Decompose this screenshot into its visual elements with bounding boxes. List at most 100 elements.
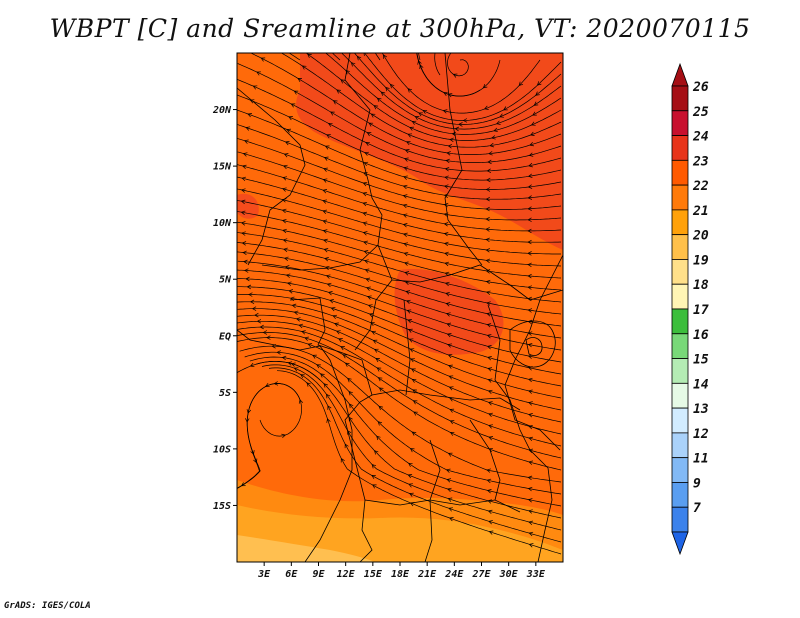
- colorbar-label: 26: [692, 80, 709, 95]
- border-line: [349, 439, 373, 562]
- streamline-arrow: [322, 209, 327, 214]
- streamline-arrow: [241, 231, 246, 236]
- colorbar-label: 12: [693, 427, 709, 442]
- streamline-arrow: [371, 475, 376, 479]
- streamline-arrow: [322, 178, 328, 183]
- streamline: [237, 138, 562, 210]
- lake-outline: [525, 337, 543, 356]
- streamline-arrow: [376, 97, 382, 103]
- streamline-arrow: [338, 338, 343, 343]
- streamline-arrow: [306, 382, 311, 387]
- lon-tick-label: 18E: [391, 569, 410, 580]
- streamline-arrow: [527, 308, 533, 313]
- streamline-arrow: [291, 303, 297, 309]
- streamline-arrow: [528, 509, 533, 514]
- streamline-arrow: [409, 348, 415, 353]
- streamline-arrow: [443, 241, 449, 247]
- streamline-arrow: [406, 299, 411, 305]
- lat-tick-label: 10N: [213, 218, 232, 229]
- streamline-arrow: [282, 164, 288, 170]
- streamline-arrow: [316, 364, 321, 369]
- streamline-arrow: [528, 424, 533, 430]
- streamline: [237, 314, 562, 423]
- colorbar-swatch: [671, 407, 689, 434]
- border-line: [391, 264, 563, 301]
- streamline-arrow: [489, 142, 495, 148]
- streamline-arrow: [486, 345, 492, 350]
- streamline-arrow: [529, 141, 534, 147]
- streamline-arrow: [527, 475, 533, 481]
- streamline-arrow: [449, 517, 454, 522]
- streamline-arrow: [442, 109, 448, 114]
- streamline-arrow: [528, 152, 534, 157]
- streamline: [237, 326, 562, 447]
- streamline-arrow: [323, 167, 328, 172]
- streamline-arrow: [251, 306, 257, 311]
- lat-tick-label: 15S: [213, 501, 231, 512]
- coastline-east: [504, 254, 563, 451]
- streamline-arrow: [445, 158, 450, 164]
- colorbar-swatch: [671, 159, 689, 186]
- streamline-arrow: [334, 322, 339, 327]
- streamline-arrow: [326, 134, 331, 139]
- streamline-arrow: [408, 483, 413, 488]
- streamline-arrow: [298, 323, 304, 329]
- lon-tick-label: 27E: [471, 569, 491, 580]
- streamline-arrow: [380, 91, 386, 96]
- streamline-arrow: [407, 133, 413, 138]
- streamline-arrow: [307, 53, 312, 58]
- colorbar-swatch: [671, 333, 689, 359]
- streamline-arrow: [362, 201, 368, 207]
- streamline-arrow: [349, 403, 354, 409]
- streamline-arrow: [402, 213, 408, 218]
- streamline-arrow: [362, 231, 368, 236]
- streamline-arrow: [444, 166, 450, 172]
- colorbar-label: 23: [692, 154, 709, 169]
- streamline-arrow: [323, 156, 329, 161]
- streamline-arrow: [402, 184, 408, 190]
- streamline-arrow: [445, 291, 450, 297]
- streamline-arrow: [458, 122, 463, 127]
- streamline-arrow: [527, 173, 533, 179]
- streamline-arrow: [503, 106, 508, 111]
- streamline-arrow: [527, 228, 532, 234]
- streamline-arrow: [444, 261, 449, 267]
- streamline-arrow: [448, 386, 454, 391]
- streamline-arrow: [533, 101, 539, 106]
- streamline-arrow: [443, 202, 449, 208]
- streamline-arrow: [350, 62, 356, 67]
- streamline-arrow: [491, 135, 496, 140]
- streamline-arrow: [265, 382, 270, 388]
- streamline-arrow: [487, 378, 493, 383]
- streamline-arrow: [408, 462, 413, 468]
- streamline-arrow: [363, 250, 369, 255]
- streamline-arrow: [389, 83, 395, 89]
- streamline-arrow: [336, 330, 341, 335]
- streamline-arrow: [288, 116, 293, 121]
- colorbar-swatch: [671, 358, 689, 384]
- streamline-arrow: [527, 217, 532, 222]
- streamline-arrow: [487, 367, 493, 372]
- streamline-arrow: [488, 401, 493, 406]
- streamline-arrow: [404, 157, 409, 162]
- border-line: [344, 53, 393, 351]
- streamline-arrow: [377, 421, 383, 426]
- streamline-arrow: [376, 435, 381, 441]
- streamline-arrow: [488, 412, 493, 417]
- streamline-arrow: [373, 348, 379, 353]
- colorbar-label: 21: [692, 204, 709, 219]
- streamline-arrow: [419, 64, 424, 70]
- streamline-arrow: [366, 132, 372, 137]
- colorbar-swatch: [671, 506, 689, 533]
- streamline-arrow: [368, 122, 374, 127]
- streamline: [237, 332, 562, 459]
- streamline-arrow: [528, 520, 533, 525]
- streamline: [261, 364, 562, 531]
- streamline-arrow: [422, 109, 428, 114]
- colorbar-swatch: [671, 184, 689, 211]
- lon-tick-label: 24E: [444, 569, 464, 580]
- streamline: [237, 109, 562, 190]
- streamline-arrow: [256, 71, 261, 76]
- streamline-arrow: [365, 277, 371, 282]
- lat-tick-label: 5S: [219, 388, 231, 399]
